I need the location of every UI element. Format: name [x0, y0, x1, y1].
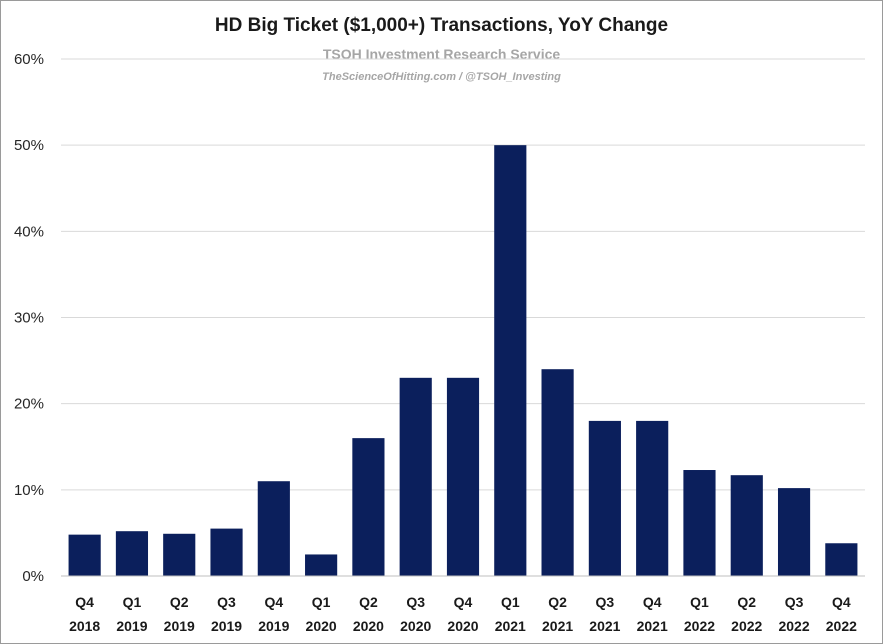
x-tick-label-quarter: Q1 — [501, 594, 520, 610]
bar — [446, 377, 480, 576]
x-tick-label-year: 2020 — [447, 618, 478, 634]
x-tick-label-quarter: Q2 — [170, 594, 189, 610]
x-tick-label-year: 2019 — [258, 618, 289, 634]
x-tick-label-quarter: Q3 — [785, 594, 804, 610]
y-tick-label: 0% — [22, 568, 44, 585]
x-tick-label-quarter: Q1 — [312, 594, 331, 610]
x-tick-label-quarter: Q3 — [596, 594, 615, 610]
bar — [730, 475, 763, 576]
x-tick-label-quarter: Q4 — [75, 594, 94, 610]
x-tick-label-year: 2019 — [116, 618, 147, 634]
bar — [305, 554, 338, 576]
x-tick-label-year: 2021 — [542, 618, 573, 634]
bar — [68, 534, 101, 576]
x-tick-label-year: 2021 — [637, 618, 668, 634]
x-tick-label-quarter: Q3 — [217, 594, 236, 610]
x-tick-label-quarter: Q2 — [548, 594, 567, 610]
bar — [257, 481, 290, 576]
x-tick-label-year: 2022 — [684, 618, 715, 634]
x-tick-label-year: 2020 — [306, 618, 337, 634]
y-tick-label: 40% — [14, 223, 44, 240]
bar — [352, 438, 385, 576]
x-tick-label-year: 2019 — [164, 618, 195, 634]
bar — [399, 377, 432, 576]
y-tick-label: 60% — [14, 51, 44, 68]
x-tick-label-quarter: Q4 — [264, 594, 283, 610]
x-tick-label-quarter: Q1 — [690, 594, 709, 610]
y-tick-label: 10% — [14, 482, 44, 499]
bar — [494, 145, 527, 576]
x-tick-label-quarter: Q4 — [832, 594, 851, 610]
bar — [115, 531, 149, 576]
y-tick-label: 20% — [14, 396, 44, 413]
bar — [163, 533, 196, 576]
bar — [588, 420, 621, 576]
x-tick-label-year: 2021 — [495, 618, 526, 634]
x-tick-label-quarter: Q3 — [406, 594, 425, 610]
x-tick-label-year: 2020 — [353, 618, 384, 634]
x-tick-label-year: 2021 — [589, 618, 620, 634]
x-tick-label-year: 2022 — [778, 618, 809, 634]
x-tick-label-quarter: Q4 — [643, 594, 662, 610]
x-tick-label-year: 2019 — [211, 618, 242, 634]
y-tick-label: 30% — [14, 310, 44, 327]
x-tick-label-year: 2022 — [826, 618, 857, 634]
bar — [777, 488, 811, 576]
bar — [636, 420, 669, 576]
bar — [541, 369, 574, 576]
chart-subtitle: TSOH Investment Research Service — [322, 46, 561, 62]
bar — [210, 528, 243, 576]
x-tick-label-quarter: Q2 — [737, 594, 756, 610]
x-tick-label-quarter: Q1 — [123, 594, 142, 610]
x-tick-label-quarter: Q2 — [359, 594, 378, 610]
y-tick-label: 50% — [14, 137, 44, 154]
x-tick-label-year: 2022 — [731, 618, 762, 634]
bar — [825, 543, 858, 576]
x-tick-label-year: 2020 — [400, 618, 431, 634]
bar — [683, 470, 716, 576]
chart-title: HD Big Ticket ($1,000+) Transactions, Yo… — [214, 15, 669, 36]
x-tick-label-year: 2018 — [69, 618, 100, 634]
x-tick-label-quarter: Q4 — [454, 594, 473, 610]
chart-credit: TheScienceOfHitting.com / @TSOH_Investin… — [322, 71, 561, 83]
